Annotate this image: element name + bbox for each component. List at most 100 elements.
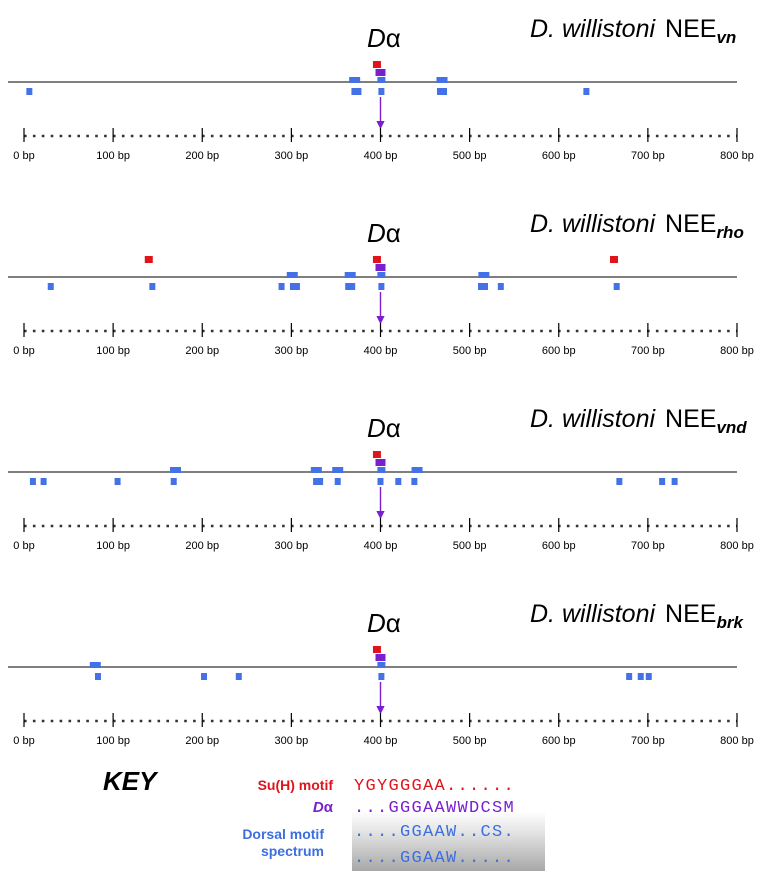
dorsal-motif-mark <box>235 673 242 680</box>
axis-tick-label: 200 bp <box>185 345 219 357</box>
dorsal-motif-mark <box>170 467 182 473</box>
axis-tick-label: 800 bp <box>720 540 754 552</box>
dalpha-label-alpha: α <box>386 218 401 248</box>
title-subscript: rho <box>716 223 743 242</box>
dorsal-motif-mark <box>310 467 322 473</box>
axis-tick-label: 500 bp <box>453 345 487 357</box>
dalpha-label-d: D <box>367 218 386 248</box>
dorsal-motif-mark <box>313 478 324 485</box>
su-h-motif-mark <box>372 61 381 68</box>
axis-tick-label: 100 bp <box>96 345 130 357</box>
axis-tick-label: 200 bp <box>185 540 219 552</box>
panel-title: D. willistoni NEErho <box>530 210 744 242</box>
axis-tick-label: 700 bp <box>631 345 665 357</box>
title-species: D. willistoni <box>530 405 656 433</box>
axis-tick-label: 0 bp <box>13 345 34 357</box>
axis-tick-label: 100 bp <box>96 735 130 747</box>
dalpha-label-d: D <box>367 413 386 443</box>
dorsal-motif-mark <box>497 283 504 290</box>
dorsal-motif-mark <box>436 88 447 95</box>
dalpha-label: Dα <box>367 413 401 443</box>
axis-tick-label: 100 bp <box>96 150 130 162</box>
dorsal-motif-mark <box>616 478 623 485</box>
dorsal-motif-mark <box>149 283 156 290</box>
dorsal-motif-mark <box>47 283 54 290</box>
dalpha-label-alpha: α <box>386 23 401 53</box>
dorsal-motif-mark <box>436 77 448 83</box>
dorsal-motif-mark <box>332 467 344 473</box>
dorsal-motif-mark <box>344 272 356 278</box>
dorsal-motif-mark <box>637 673 644 680</box>
axis-tick-label: 700 bp <box>631 150 665 162</box>
axis-tick-label: 200 bp <box>185 735 219 747</box>
axis-tick-label: 200 bp <box>185 150 219 162</box>
dorsal-motif-mark <box>411 467 423 473</box>
key-label-dalpha-alpha: α <box>324 799 334 816</box>
axis-tick-label: 600 bp <box>542 735 576 747</box>
key-label-dorsal-2: spectrum <box>261 843 324 859</box>
axis-tick-label: 400 bp <box>364 735 398 747</box>
dalpha-motif-mark <box>375 264 386 271</box>
axis-tick-label: 600 bp <box>542 345 576 357</box>
key-label-dalpha: Dα <box>313 799 334 816</box>
axis-tick-label: 0 bp <box>13 540 34 552</box>
dorsal-motif-mark <box>377 77 386 83</box>
title-species: D. willistoni <box>530 600 656 628</box>
dalpha-label-alpha: α <box>386 413 401 443</box>
dorsal-motif-mark <box>286 272 298 278</box>
dorsal-motif-mark <box>645 673 652 680</box>
title-subscript: vnd <box>716 418 747 437</box>
panel-title: D. willistoni NEEvn <box>530 15 736 47</box>
dalpha-label: Dα <box>367 608 401 638</box>
key-seq-dorsal-1: ....GGAAW..CS. <box>354 823 515 842</box>
dalpha-label-alpha: α <box>386 608 401 638</box>
dorsal-motif-mark <box>26 88 33 95</box>
su-h-motif-mark <box>372 646 381 653</box>
panel-3: D. willistoni NEEvnd Dα 0 bp 100 bp 200 bp 300… <box>8 405 754 552</box>
dalpha-motif-mark <box>375 69 386 76</box>
dalpha-label: Dα <box>367 218 401 248</box>
dorsal-motif-mark <box>278 283 285 290</box>
dorsal-motif-mark <box>378 88 385 95</box>
title-element: NEE <box>665 15 716 43</box>
dorsal-motif-mark <box>478 272 490 278</box>
axis-tick-label: 700 bp <box>631 735 665 747</box>
su-h-motif-mark <box>610 256 619 263</box>
dorsal-motif-mark <box>377 272 386 278</box>
title-species: D. willistoni <box>530 15 656 43</box>
dorsal-motif-mark <box>377 467 386 473</box>
title-element: NEE <box>665 600 716 628</box>
title-element: NEE <box>665 210 716 238</box>
dorsal-motif-mark <box>289 283 300 290</box>
panel-title: D. willistoni NEEbrk <box>530 600 744 632</box>
dorsal-motif-mark <box>626 673 633 680</box>
axis-tick-label: 600 bp <box>542 150 576 162</box>
title-subscript: vn <box>716 28 736 47</box>
key-seq-dalpha: ...GGGAAWWDCSM <box>354 799 515 818</box>
key-seq-su-h: YGYGGGAA...... <box>354 777 515 796</box>
dorsal-motif-mark <box>378 283 385 290</box>
dalpha-label-d: D <box>367 608 386 638</box>
axis-tick-label: 300 bp <box>275 540 309 552</box>
axis-tick-label: 500 bp <box>453 735 487 747</box>
key-seq-dorsal-2: ....GGAAW..... <box>354 849 515 868</box>
dorsal-motif-mark <box>395 478 402 485</box>
dorsal-motif-mark <box>94 673 101 680</box>
axis-tick-label: 300 bp <box>275 150 309 162</box>
key-label-dalpha-d: D <box>313 799 324 816</box>
key-legend: KEY Su(H) motif YGYGGGAA...... Dα ...GGGAAWW… <box>103 766 545 871</box>
dalpha-label: Dα <box>367 23 401 53</box>
panel-4: D. willistoni NEEbrk Dα 0 bp 100 bp 200 bp 300… <box>8 600 754 747</box>
dorsal-motif-mark <box>411 478 418 485</box>
dorsal-motif-mark <box>671 478 678 485</box>
dorsal-motif-mark <box>349 77 361 83</box>
key-title: KEY <box>103 766 159 796</box>
key-label-dorsal: Dorsal motif <box>242 826 324 842</box>
dorsal-motif-mark <box>201 673 208 680</box>
dorsal-motif-mark <box>170 478 177 485</box>
panel-1: D. willistoni NEEvn Dα 0 bp 100 bp 200 bp 300 … <box>8 15 754 162</box>
dalpha-motif-mark <box>375 654 386 661</box>
axis-tick-label: 500 bp <box>453 150 487 162</box>
axis-tick-label: 800 bp <box>720 150 754 162</box>
